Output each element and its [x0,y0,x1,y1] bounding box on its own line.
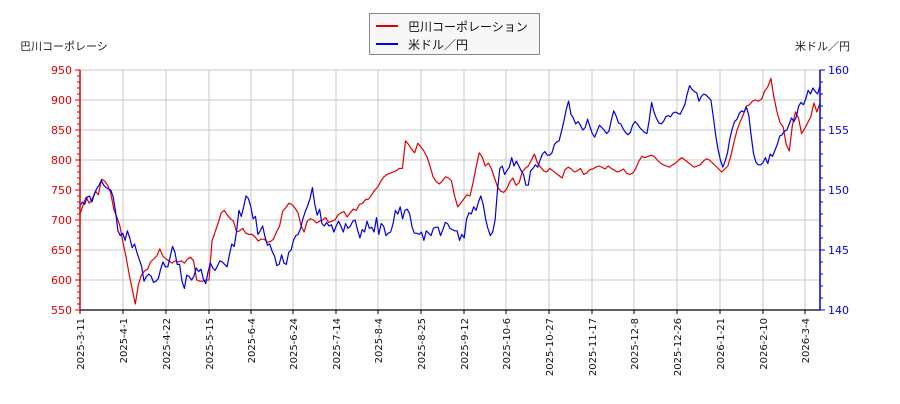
legend-label: 巴川コーポレーション [408,19,528,34]
x-tick-label: 2025-5-15 [205,318,216,370]
series-layer [79,77,821,305]
legend-swatch-blue [376,43,398,45]
x-tick-label: 2025-7-14 [332,318,343,370]
legend: 巴川コーポレーション 米ドル／円 [369,13,540,55]
left-tick-label: 850 [51,124,72,137]
x-axis-ticks: 2025-3-11 2025-4-1 2025-4-22 2025-5-15 2025-… [76,310,812,376]
x-tick-label: 2025-8-4 [374,318,385,363]
x-tick-label: 2025-3-11 [76,318,87,370]
x-tick-label: 2025-4-22 [162,318,173,370]
right-tick-label: 145 [828,244,849,257]
left-axis-ticks: 550 600 650 700 750 800 850 900 950 [51,64,80,317]
series-line-usdjpy [79,84,821,289]
right-axis-title: 米ドル／円 [795,40,850,53]
left-tick-label: 750 [51,184,72,197]
x-tick-label: 2026-3-4 [801,318,812,363]
x-tick-label: 2025-4-1 [119,318,130,363]
x-tick-label: 2025-6-4 [247,318,258,363]
x-tick-label: 2025-9-12 [460,318,471,370]
series-line-tomoegawa [79,77,821,305]
left-tick-label: 950 [51,64,72,77]
right-tick-label: 155 [828,124,849,137]
x-tick-label: 2026-2-10 [759,318,770,370]
x-tick-label: 2025-10-27 [545,318,556,376]
left-tick-label: 650 [51,244,72,257]
left-tick-label: 800 [51,154,72,167]
right-tick-label: 140 [828,304,849,317]
right-tick-label: 160 [828,64,849,77]
x-tick-label: 2025-12-8 [630,318,641,370]
left-tick-label: 600 [51,274,72,287]
x-tick-label: 2025-8-25 [417,318,428,370]
left-tick-label: 900 [51,94,72,107]
grid-lines [79,69,820,311]
right-axis-ticks: 140 145 150 155 160 [820,64,849,317]
x-tick-label: 2025-12-26 [673,318,684,376]
x-tick-label: 2025-11-17 [588,318,599,376]
left-tick-label: 700 [51,214,72,227]
legend-swatch-red [376,25,398,27]
legend-label: 米ドル／円 [408,37,469,52]
x-tick-label: 2025-6-24 [289,318,300,370]
left-tick-label: 550 [51,304,72,317]
right-tick-label: 150 [828,184,849,197]
legend-item-tomoegawa: 巴川コーポレーション [376,17,528,35]
left-axis-title: 巴川コーポレーシ [20,40,108,53]
x-tick-label: 2025-10-6 [502,318,513,370]
legend-item-usdjpy: 米ドル／円 [376,35,468,53]
x-tick-label: 2026-1-21 [716,318,727,370]
